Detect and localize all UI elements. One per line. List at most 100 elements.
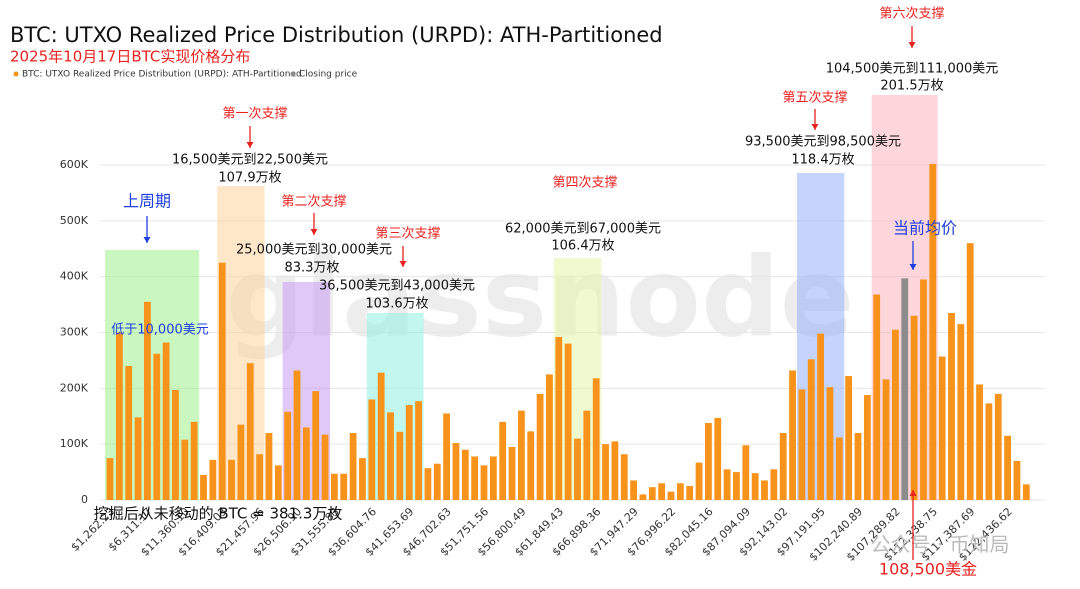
bar [910,315,918,500]
bar [555,336,563,500]
bar [284,411,292,500]
bar [359,458,366,500]
legend-marker [290,71,296,77]
bar [733,472,740,500]
bar [807,359,815,500]
bar [153,353,161,500]
arrow-head [310,229,318,235]
bar [321,434,329,500]
bar [742,445,750,500]
bar [630,480,637,500]
arrow-head [811,124,819,130]
bar [723,469,731,500]
bar [200,474,207,500]
bar [125,366,133,500]
bar [302,427,310,500]
annotation: 36,500美元到43,000美元 [319,279,475,294]
bar [265,433,273,500]
bar [948,312,955,500]
watermark: glassnode [226,233,855,361]
bar [415,401,422,500]
bar [751,473,759,500]
bar [648,487,656,500]
arrow-head [909,264,917,270]
bar [920,279,927,500]
bar [471,456,479,500]
bar [228,459,235,500]
legend-marker [13,71,19,77]
bar [405,405,413,500]
annotation: 104,500美元到111,000美元 [826,62,999,77]
bar [882,379,890,500]
arrow-head [143,237,151,243]
bar [527,431,535,500]
legend-label: BTC: UTXO Realized Price Distribution (U… [22,70,302,80]
bar [237,424,245,500]
bar [293,370,301,500]
bar [658,483,666,500]
y-tick-label: 600K [60,158,89,171]
bar [938,356,946,500]
bar [835,437,843,500]
annotation: 公众号 · 币知局 [870,533,1009,557]
bar [162,342,170,500]
bar [779,433,787,500]
bar [863,395,871,500]
bar [209,459,217,500]
legend-label: Closing price [299,70,358,80]
annotation: 83.3万枚 [285,261,340,276]
bar [433,463,441,500]
bar [966,243,974,500]
annotation: 第一次支撑 [222,106,287,122]
bar [976,384,983,500]
bar [564,343,572,500]
bar [611,441,619,500]
arrow-head [908,42,916,48]
annotation: 第三次支撑 [375,226,440,242]
arrow-head [909,490,917,496]
bar [499,421,507,500]
annotation: 16,500美元到22,500美元 [172,153,328,168]
bar [461,449,469,500]
chart-subtitle: 2025年10月17日BTC实现价格分布 [10,48,250,66]
bar [602,444,609,500]
annotation: 118.4万枚 [791,153,854,168]
bar [115,332,123,500]
annotation: 第四次支撑 [552,175,617,191]
bar [331,473,338,500]
y-tick-label: 200K [60,381,89,394]
annotation: 第二次支撑 [281,194,346,210]
bar [536,393,544,500]
bar [826,387,834,500]
bar [452,443,460,500]
bar [901,278,909,500]
annotation: 低于10,000美元 [111,323,209,338]
bar [518,410,525,500]
bar [592,378,600,500]
annotation: 挖掘后从未移动的 BTC = 381.3万枚 [94,505,343,523]
bar [892,329,899,500]
bar [349,433,357,500]
bar [1013,460,1021,500]
bar [845,376,853,500]
bar [705,422,712,500]
y-tick-label: 100K [60,437,89,450]
bar [957,324,965,500]
bar [387,412,394,500]
bar [134,417,142,500]
bar [854,433,862,500]
y-tick-label: 500K [60,214,89,227]
bar [817,333,824,500]
bar [218,262,226,500]
annotation: 107.9万枚 [218,171,281,186]
annotation: 62,000美元到67,000美元 [505,222,661,237]
annotation: 93,500美元到98,500美元 [745,135,901,150]
bar [761,480,768,500]
bar [396,431,404,500]
bar [368,399,376,500]
bar [789,370,796,500]
bar [274,465,282,500]
bar [676,483,684,500]
bar [546,374,553,500]
bar [994,393,1002,500]
